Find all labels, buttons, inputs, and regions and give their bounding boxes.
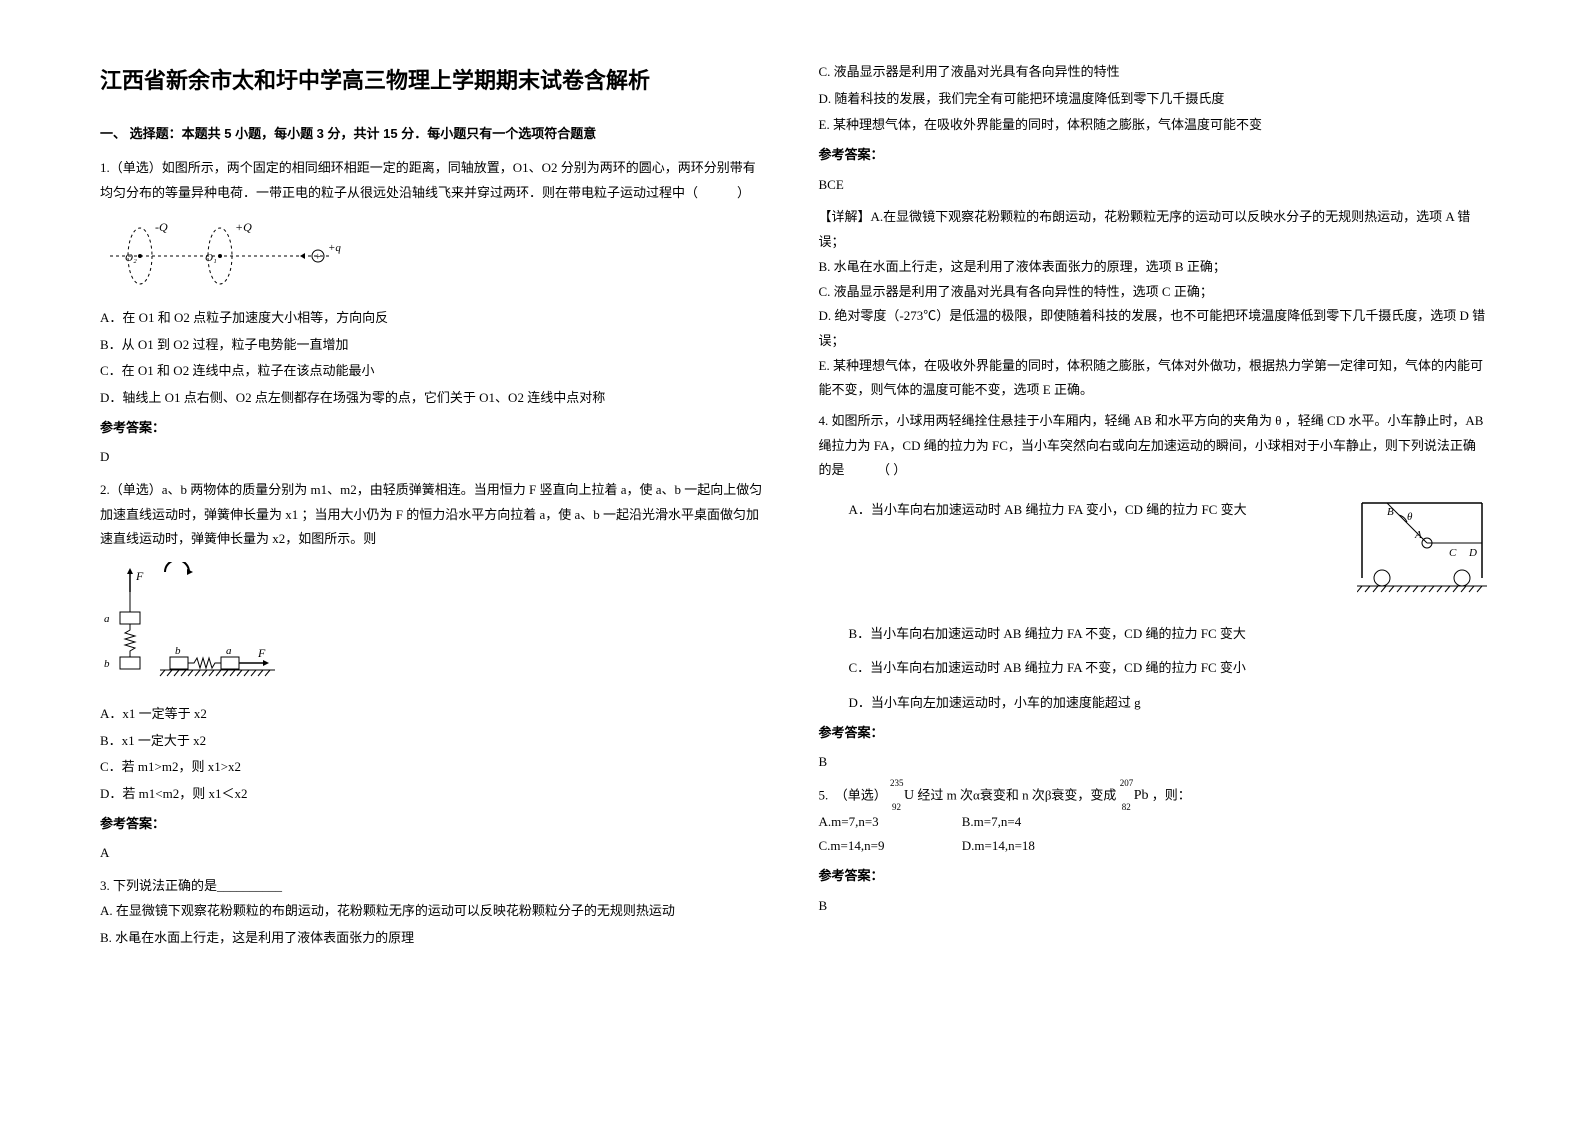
q5-opts-row1: A.m=7,n=3 B.m=7,n=4 bbox=[819, 810, 1488, 835]
q2-diagram: F a b b a F bbox=[100, 562, 769, 692]
q5-opt-d: D.m=14,n=18 bbox=[962, 838, 1035, 853]
svg-text:+q: +q bbox=[328, 242, 341, 254]
q2-opt-c: C．若 m1>m2，则 x1>x2 bbox=[100, 755, 769, 780]
q3-explain-4: D. 绝对零度（-273℃）是低温的极限，即使随着科技的发展，也不可能把环境温度… bbox=[819, 304, 1488, 353]
q5-stem-1: 5. （单选） bbox=[819, 787, 887, 802]
svg-text:+Q: +Q bbox=[235, 220, 252, 234]
q1-stem: 1.（单选）如图所示，两个固定的相同细环相距一定的距离，同轴放置，O1、O2 分… bbox=[100, 156, 769, 205]
pb207-atomic: 82 bbox=[1122, 799, 1131, 816]
q2-opt-a: A．x1 一定等于 x2 bbox=[100, 702, 769, 727]
svg-text:O₂: O₂ bbox=[125, 252, 137, 264]
q3-explain-2: B. 水黾在水面上行走，这是利用了液体表面张力的原理，选项 B 正确； bbox=[819, 255, 1488, 280]
q4-stem: 4. 如图所示，小球用两轻绳拴住悬挂于小车厢内，轻绳 AB 和水平方向的夹角为 … bbox=[819, 409, 1488, 483]
svg-text:F: F bbox=[135, 569, 144, 583]
q5-opt-c: C.m=14,n=9 bbox=[819, 834, 959, 859]
q1-diagram: -Q +Q O₂ O₁ + +q bbox=[100, 216, 769, 296]
q3-answer: BCE bbox=[819, 173, 1488, 198]
svg-text:F: F bbox=[257, 646, 266, 660]
q5-answer: B bbox=[819, 894, 1488, 919]
q3-stem: 3. 下列说法正确的是__________ bbox=[100, 874, 769, 899]
q5-pb207: 207 82 Pb bbox=[1120, 783, 1149, 810]
q3-explain-3: C. 液晶显示器是利用了液晶对光具有各向异性的特性，选项 C 正确； bbox=[819, 280, 1488, 305]
q4-answer-header: 参考答案： bbox=[819, 721, 1488, 746]
svg-text:-Q: -Q bbox=[155, 220, 168, 234]
question-4: 4. 如图所示，小球用两轻绳拴住悬挂于小车厢内，轻绳 AB 和水平方向的夹角为 … bbox=[819, 409, 1488, 775]
svg-text:a: a bbox=[104, 613, 110, 625]
q2-answer-header: 参考答案： bbox=[100, 812, 769, 837]
question-1: 1.（单选）如图所示，两个固定的相同细环相距一定的距离，同轴放置，O1、O2 分… bbox=[100, 156, 769, 470]
q4-opt-b: B．当小车向右加速运动时 AB 绳拉力 FA 不变，CD 绳的拉力 FC 变大 bbox=[849, 622, 1488, 647]
q2-opt-b: B．x1 一定大于 x2 bbox=[100, 729, 769, 754]
q2-opt-d: D．若 m1<m2，则 x1＜x2 bbox=[100, 782, 769, 807]
q3-explain-5: E. 某种理想气体，在吸收外界能量的同时，体积随之膨胀，气体对外做功，根据热力学… bbox=[819, 354, 1488, 403]
u235-symbol: U bbox=[904, 788, 914, 803]
svg-text:θ: θ bbox=[1407, 511, 1413, 523]
right-column: C. 液晶显示器是利用了液晶对光具有各向异性的特性 D. 随着科技的发展，我们完… bbox=[819, 60, 1488, 1062]
q1-opt-a: A．在 O1 和 O2 点粒子加速度大小相等，方向向反 bbox=[100, 306, 769, 331]
q2-answer: A bbox=[100, 841, 769, 866]
svg-text:b: b bbox=[104, 658, 110, 670]
u235-atomic: 92 bbox=[892, 799, 901, 816]
q1-answer-header: 参考答案： bbox=[100, 416, 769, 441]
q3-explain-1: 【详解】A.在显微镜下观察花粉颗粒的布朗运动，花粉颗粒无序的运动可以反映水分子的… bbox=[819, 205, 1488, 254]
pb207-mass: 207 bbox=[1120, 775, 1134, 792]
left-column: 江西省新余市太和圩中学高三物理上学期期末试卷含解析 一、 选择题：本题共 5 小… bbox=[100, 60, 769, 1062]
q1-opt-b: B．从 O1 到 O2 过程，粒子电势能一直增加 bbox=[100, 333, 769, 358]
q4-opt-d: D．当小车向左加速运动时，小车的加速度能超过 g bbox=[849, 691, 1488, 716]
q4-diagram: B A θ C D bbox=[1357, 493, 1487, 612]
q4-stem-text: 4. 如图所示，小球用两轻绳拴住悬挂于小车厢内，轻绳 AB 和水平方向的夹角为 … bbox=[819, 413, 1484, 477]
question-3-part2: C. 液晶显示器是利用了液晶对光具有各向异性的特性 D. 随着科技的发展，我们完… bbox=[819, 60, 1488, 403]
q5-stem: 5. （单选） 235 92 U 经过 m 次α衰变和 n 次β衰变，变成 20… bbox=[819, 783, 1488, 810]
svg-text:O₁: O₁ bbox=[205, 252, 217, 264]
q5-answer-header: 参考答案： bbox=[819, 864, 1488, 889]
q5-opts-row2: C.m=14,n=9 D.m=14,n=18 bbox=[819, 834, 1488, 859]
q4-answer: B bbox=[819, 750, 1488, 775]
svg-text:C: C bbox=[1449, 547, 1457, 559]
q3-opt-a: A. 在显微镜下观察花粉颗粒的布朗运动，花粉颗粒无序的运动可以反映花粉颗粒分子的… bbox=[100, 899, 769, 924]
svg-text:B: B bbox=[1387, 506, 1394, 518]
q5-opt-a: A.m=7,n=3 bbox=[819, 810, 959, 835]
svg-text:A: A bbox=[1414, 529, 1422, 541]
svg-text:b: b bbox=[175, 645, 181, 657]
u235-mass: 235 bbox=[890, 775, 904, 792]
svg-text:a: a bbox=[226, 645, 232, 657]
q3-opt-c: C. 液晶显示器是利用了液晶对光具有各向异性的特性 bbox=[819, 60, 1488, 85]
document-title: 江西省新余市太和圩中学高三物理上学期期末试卷含解析 bbox=[100, 60, 769, 102]
q1-answer: D bbox=[100, 445, 769, 470]
q4-opt-c: C．当小车向右加速运动时 AB 绳拉力 FA 不变，CD 绳的拉力 FC 变小 bbox=[849, 656, 1488, 681]
question-5: 5. （单选） 235 92 U 经过 m 次α衰变和 n 次β衰变，变成 20… bbox=[819, 783, 1488, 918]
section-header: 一、 选择题：本题共 5 小题，每小题 3 分，共计 15 分．每小题只有一个选… bbox=[100, 122, 769, 147]
pb207-symbol: Pb bbox=[1134, 788, 1149, 803]
q5-u235: 235 92 U bbox=[890, 783, 914, 810]
question-3-part1: 3. 下列说法正确的是__________ A. 在显微镜下观察花粉颗粒的布朗运… bbox=[100, 874, 769, 950]
q1-opt-d: D．轴线上 O1 点右侧、O2 点左侧都存在场强为零的点，它们关于 O1、O2 … bbox=[100, 386, 769, 411]
q3-answer-header: 参考答案： bbox=[819, 143, 1488, 168]
q3-opt-b: B. 水黾在水面上行走，这是利用了液体表面张力的原理 bbox=[100, 926, 769, 951]
question-2: 2.（单选）a、b 两物体的质量分别为 m1、m2，由轻质弹簧相连。当用恒力 F… bbox=[100, 478, 769, 866]
q2-stem: 2.（单选）a、b 两物体的质量分别为 m1、m2，由轻质弹簧相连。当用恒力 F… bbox=[100, 478, 769, 552]
q5-stem-2: 经过 m 次α衰变和 n 次β衰变，变成 bbox=[917, 787, 1119, 802]
svg-text:D: D bbox=[1468, 547, 1477, 559]
q5-opt-b: B.m=7,n=4 bbox=[962, 814, 1021, 829]
q5-stem-3: ，则： bbox=[1152, 787, 1191, 802]
q1-opt-c: C．在 O1 和 O2 连线中点，粒子在该点动能最小 bbox=[100, 359, 769, 384]
q3-opt-d: D. 随着科技的发展，我们完全有可能把环境温度降低到零下几千摄氏度 bbox=[819, 87, 1488, 112]
svg-text:+: + bbox=[315, 252, 321, 263]
q3-opt-e: E. 某种理想气体，在吸收外界能量的同时，体积随之膨胀，气体温度可能不变 bbox=[819, 113, 1488, 138]
